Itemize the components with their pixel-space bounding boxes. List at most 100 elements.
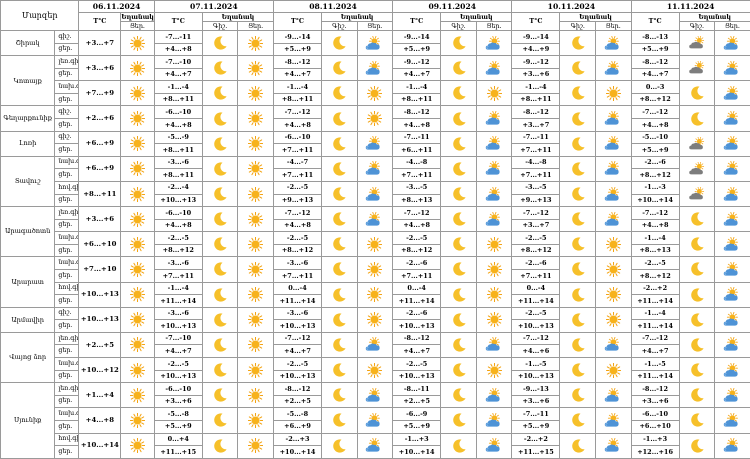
cloudy-icon: [680, 61, 714, 75]
temperature-value: +5...+9: [392, 419, 442, 434]
partly-cloudy-icon: [596, 412, 630, 428]
night-icon-cell: [440, 105, 477, 132]
temperature-value: +4...+6: [511, 344, 561, 359]
night-label: Գիշ.: [440, 21, 477, 31]
time-of-day-label: նախ.գիշ.: [54, 357, 80, 371]
temperature-value: +8...+11: [153, 92, 203, 107]
temperature-value: -8...-12: [630, 55, 680, 69]
temperature-value: -8...-11: [392, 382, 442, 396]
night-icon-cell: [321, 357, 358, 384]
day-icon-cell: [714, 382, 750, 409]
date-header: 10.11.2024: [511, 0, 632, 13]
weather-icon-cell: [120, 180, 155, 208]
weather-icon-cell: [120, 130, 155, 157]
day-icon-cell: [356, 256, 394, 283]
moon-icon: [442, 60, 476, 76]
night-icon-cell: [678, 407, 716, 434]
temp-column-header: T°C: [511, 12, 561, 31]
temperature-value: +3...+6: [78, 55, 122, 82]
temperature-value: 0...+4: [153, 432, 203, 447]
table-row: Արագածոտնլեռ.գիշ.+3...+6-6...-10-7...-12…: [0, 206, 750, 258]
time-of-day-label: ցեր.: [54, 344, 80, 359]
temperature-value: -7...-12: [511, 206, 561, 220]
day-icon-cell: [356, 55, 394, 82]
moon-icon: [561, 211, 595, 227]
time-of-day-label: ցեր.: [54, 67, 80, 82]
night-icon-cell: [440, 357, 477, 384]
temperature-value: -2...-4: [153, 180, 203, 195]
night-icon-cell: [321, 331, 358, 359]
partly-cloudy-icon: [477, 387, 511, 403]
temperature-value: +10...+13: [392, 319, 442, 333]
table-row: հով.գիշ.+10...+140...+4-2...+3 -1...+3 -…: [0, 432, 750, 459]
zone-label: հով.: [58, 284, 73, 292]
day-icon-cell: [714, 357, 750, 384]
temperature-value: +12...+16: [630, 445, 680, 459]
day-icon-cell: [237, 281, 274, 308]
region-name: Արարատ: [0, 256, 56, 308]
weather-icon-cell: [120, 382, 155, 409]
table-row: Գեղարքունիք գիշ. +2...+6 -6...-10 -7...-12 -8…: [0, 105, 750, 132]
temperature-value: -4...-7: [272, 155, 323, 170]
moon-icon: [323, 438, 357, 454]
date-header: 06.11.2024: [78, 0, 155, 13]
temp-column-header: T°C: [272, 12, 323, 31]
night-icon-cell: [440, 256, 477, 283]
night-icon-cell: [321, 29, 358, 57]
temperature-value: -8...-13: [630, 30, 680, 44]
night-label: Գիշ.: [559, 21, 596, 31]
day-icon-cell: [237, 382, 274, 409]
day-icon-cell: [475, 432, 513, 459]
time-of-day-label: հով.գիշ.: [54, 180, 80, 195]
period-label: ցեր.: [58, 422, 73, 430]
partly-cloudy-icon: [358, 412, 392, 428]
day-icon-cell: [356, 130, 394, 157]
temperature-value: -8...-12: [392, 331, 442, 346]
partly-cloudy-icon: [716, 412, 750, 428]
night-icon-cell: [321, 432, 358, 459]
night-icon-cell: [440, 432, 477, 459]
partly-cloudy-icon: [716, 136, 750, 151]
temperature-value: -5...-9: [153, 130, 203, 145]
night-icon-cell: [321, 256, 358, 283]
period-label: գիշ.: [72, 284, 78, 292]
period-label: ցեր.: [58, 70, 73, 78]
moon-icon: [323, 136, 357, 152]
time-of-day-label: լեռ.գիշ.: [54, 206, 80, 220]
temperature-value: +3...+6: [78, 206, 122, 233]
moon-icon: [442, 186, 476, 202]
moon-icon: [203, 111, 237, 127]
temperature-value: -1...-4: [630, 231, 680, 245]
moon-icon: [203, 35, 237, 51]
partly-cloudy-icon: [477, 111, 511, 126]
temperature-value: 0...-4: [272, 281, 323, 296]
day-icon-cell: [356, 357, 394, 384]
night-icon-cell: [678, 29, 716, 57]
weather-column-header: Եղանակ: [559, 12, 632, 22]
sun-icon: [596, 261, 630, 277]
moon-icon: [323, 211, 357, 227]
temperature-value: -4...-8: [392, 155, 442, 170]
night-icon-cell: [678, 357, 716, 384]
temperature-value: +8...+11: [153, 168, 203, 182]
sun-icon: [239, 35, 273, 51]
temperature-value: +4...+8: [272, 118, 323, 132]
moon-icon: [323, 412, 357, 428]
temperature-value: -1...-4: [392, 80, 442, 94]
night-icon-cell: [201, 206, 239, 233]
temperature-value: +3...+7: [511, 218, 561, 233]
time-of-day-label: գիշ.: [54, 105, 80, 120]
temperature-value: +1...+4: [78, 382, 122, 409]
temperature-value: +6...+11: [392, 143, 442, 157]
night-icon-cell: [321, 306, 358, 333]
partly-cloudy-icon: [716, 211, 750, 227]
day-label: Ցեր.: [120, 21, 155, 31]
temperature-value: -2...+3: [272, 432, 323, 447]
night-icon-cell: [559, 306, 596, 333]
temperature-value: -7...-12: [272, 331, 323, 346]
night-icon-cell: [678, 55, 716, 82]
partly-cloudy-icon: [358, 186, 392, 202]
sun-icon: [122, 85, 153, 101]
temperature-value: +3...+7: [511, 118, 561, 132]
